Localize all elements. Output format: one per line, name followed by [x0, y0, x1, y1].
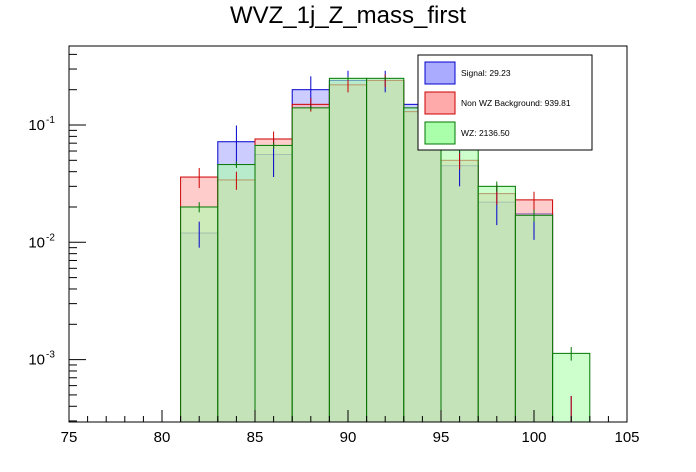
- legend-swatch-1: [424, 91, 456, 115]
- x-tick-label-6: 105: [614, 429, 639, 446]
- y-tick-exponent-0: -1: [46, 115, 55, 126]
- bar-series-2-bin-6: [403, 107, 442, 423]
- legend-label-1: Non WZ Background: 939.81: [461, 98, 571, 108]
- bar-series-2-bin-7: [440, 148, 479, 423]
- x-tick-label-4: 95: [433, 429, 450, 446]
- legend-swatch-2: [424, 121, 456, 145]
- bar-series-2-bin-3: [291, 107, 330, 423]
- y-tick-label-1: 10: [28, 234, 45, 251]
- x-tick-label-1: 80: [154, 429, 171, 446]
- bar-series-2-bin-4: [328, 77, 368, 423]
- y-tick-label-2: 10: [28, 352, 45, 369]
- x-tick-label-3: 90: [340, 429, 357, 446]
- bar-series-2-bin-2: [254, 144, 293, 423]
- bar-series-2-bin-9: [514, 214, 554, 423]
- legend: Signal: 29.23 Non WZ Background: 939.81 WZ…: [417, 54, 593, 151]
- x-tick-label-0: 75: [61, 429, 78, 446]
- legend-swatch-0: [424, 61, 456, 85]
- y-tick-exponent-1: -2: [46, 232, 55, 243]
- bar-series-2-bin-5: [366, 77, 405, 423]
- y-tick-exponent-2: -3: [46, 350, 55, 361]
- x-tick-label-5: 100: [521, 429, 546, 446]
- bar-series-2-bin-1: [217, 164, 256, 423]
- legend-label-0: Signal: 29.23: [461, 68, 511, 78]
- legend-label-2: WZ: 2136.50: [461, 128, 510, 138]
- chart-title: WVZ_1j_Z_mass_first: [229, 2, 467, 29]
- x-tick-label-2: 85: [247, 429, 264, 446]
- y-tick-label-0: 10: [28, 117, 45, 134]
